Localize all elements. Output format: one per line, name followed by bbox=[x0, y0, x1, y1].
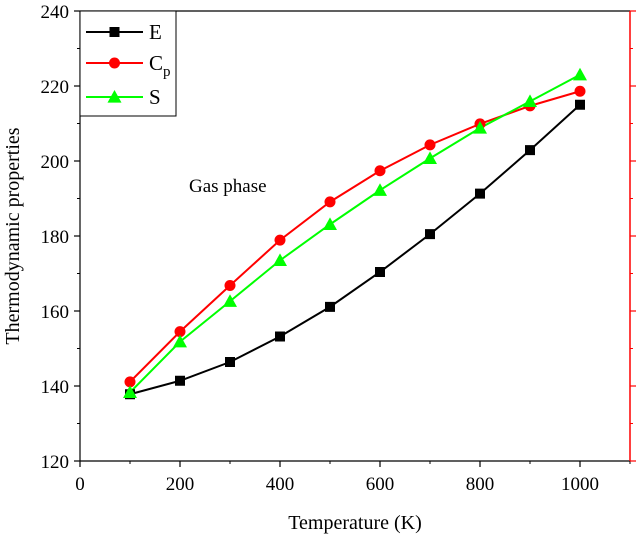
data-point bbox=[223, 294, 237, 307]
data-point bbox=[574, 85, 586, 97]
data-point bbox=[423, 151, 437, 164]
legend-label: Cp bbox=[149, 51, 171, 80]
y-tick-label: 140 bbox=[41, 377, 70, 398]
plot-markers bbox=[123, 67, 587, 400]
data-point bbox=[523, 94, 537, 107]
data-point bbox=[525, 145, 535, 156]
data-point bbox=[275, 331, 285, 342]
data-point bbox=[374, 165, 386, 177]
legend-items: E Cp S bbox=[86, 20, 171, 109]
data-point bbox=[174, 326, 186, 338]
y-tick-label: 160 bbox=[41, 302, 70, 323]
data-point bbox=[123, 385, 137, 398]
data-point bbox=[274, 234, 286, 246]
series-line-1 bbox=[129, 90, 581, 383]
x-tick-label: 800 bbox=[466, 474, 495, 495]
plot-lines bbox=[129, 73, 581, 396]
y-tick-label: 200 bbox=[41, 152, 70, 173]
y-axis-title: Thermodynamic properties bbox=[2, 127, 24, 344]
data-point bbox=[323, 217, 337, 230]
data-point bbox=[573, 67, 587, 81]
x-tick-label: 1000 bbox=[561, 474, 599, 495]
annotation-gas-phase: Gas phase bbox=[189, 176, 267, 197]
data-point bbox=[473, 121, 487, 134]
legend-marker bbox=[109, 27, 120, 37]
data-point bbox=[175, 375, 185, 386]
data-point bbox=[124, 376, 136, 388]
legend: E Cp S bbox=[79, 10, 177, 117]
legend-marker bbox=[109, 57, 120, 69]
y-tick-label: 180 bbox=[41, 227, 70, 248]
x-ticks: 0 200 400 600 800 1000 bbox=[75, 461, 631, 495]
legend-label: E bbox=[149, 20, 162, 44]
data-point bbox=[273, 253, 287, 266]
data-point bbox=[375, 267, 385, 277]
y-tick-label: 220 bbox=[41, 77, 70, 98]
series-line-2 bbox=[129, 73, 581, 394]
data-point bbox=[173, 334, 187, 348]
data-point bbox=[475, 188, 485, 199]
legend-marker bbox=[107, 90, 122, 103]
x-tick-label: 600 bbox=[366, 474, 395, 495]
data-point bbox=[325, 301, 335, 312]
y-tick-label: 240 bbox=[41, 2, 70, 23]
data-point bbox=[373, 183, 387, 196]
x-tick-label: 200 bbox=[166, 474, 195, 495]
y-tick-label: 120 bbox=[41, 452, 70, 473]
data-point bbox=[224, 280, 236, 291]
data-point bbox=[575, 99, 585, 110]
y-ticks: 120 140 160 180 200 220 240 bbox=[41, 2, 636, 473]
data-point bbox=[225, 357, 235, 367]
data-point bbox=[424, 139, 436, 151]
x-tick-label: 400 bbox=[266, 474, 295, 495]
x-axis-title: Temperature (K) bbox=[288, 512, 422, 534]
data-point bbox=[425, 229, 435, 240]
data-point bbox=[324, 196, 336, 208]
legend-label: S bbox=[149, 85, 161, 109]
x-tick-label: 0 bbox=[75, 474, 85, 495]
series-line-0 bbox=[129, 104, 581, 396]
